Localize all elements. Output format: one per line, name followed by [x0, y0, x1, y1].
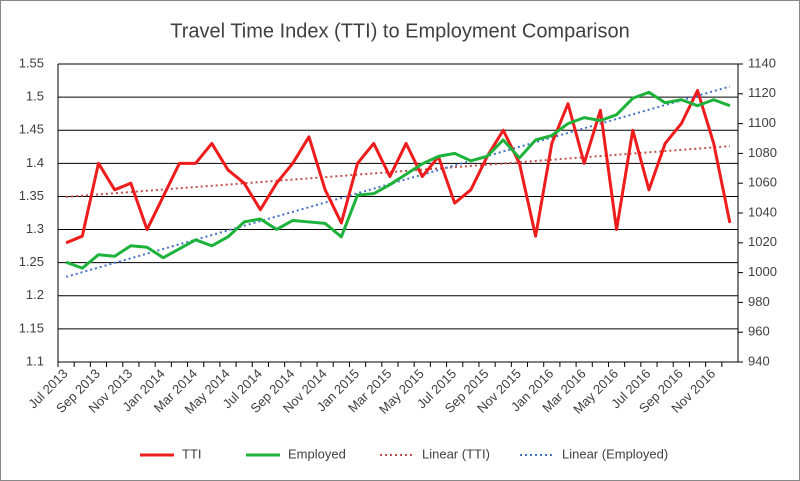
- y-tick-label: 1.1: [26, 353, 44, 368]
- y-tick-label: 1.3: [26, 221, 44, 236]
- series-line: [65, 88, 732, 245]
- y-tick-label: 1.35: [19, 188, 44, 203]
- y2-tick-label: 1140: [748, 55, 776, 70]
- y2-tick-label: 1040: [748, 204, 777, 219]
- y-tick-label: 1.15: [19, 320, 44, 335]
- chart-title: Travel Time Index (TTI) to Employment Co…: [170, 20, 629, 42]
- y-tick-label: 1.2: [26, 287, 44, 302]
- y2-tick-label: 1000: [748, 264, 777, 279]
- trendline: [66, 145, 730, 198]
- y2-tick-label: 940: [748, 353, 770, 368]
- y2-tick-label: 1100: [748, 115, 776, 130]
- y-tick-label: 1.25: [19, 254, 44, 269]
- y-tick-label: 1.45: [19, 122, 44, 137]
- legend-label: Employed: [288, 446, 346, 461]
- y2-tick-label: 1080: [748, 145, 777, 160]
- series-line: [65, 90, 731, 270]
- y-tick-label: 1.4: [26, 155, 44, 170]
- y-tick-label: 1.5: [26, 89, 44, 104]
- legend-label: TTI: [182, 446, 202, 461]
- y-tick-label: 1.55: [19, 55, 44, 70]
- legend-label: Linear (TTI): [422, 446, 490, 461]
- y2-tick-label: 960: [748, 324, 770, 339]
- y2-tick-label: 1060: [748, 175, 777, 190]
- trendline: [65, 85, 731, 278]
- legend-label: Linear (Employed): [562, 446, 668, 461]
- y2-tick-label: 980: [748, 294, 770, 309]
- y2-tick-label: 1120: [748, 85, 776, 100]
- y2-tick-label: 1020: [748, 234, 777, 249]
